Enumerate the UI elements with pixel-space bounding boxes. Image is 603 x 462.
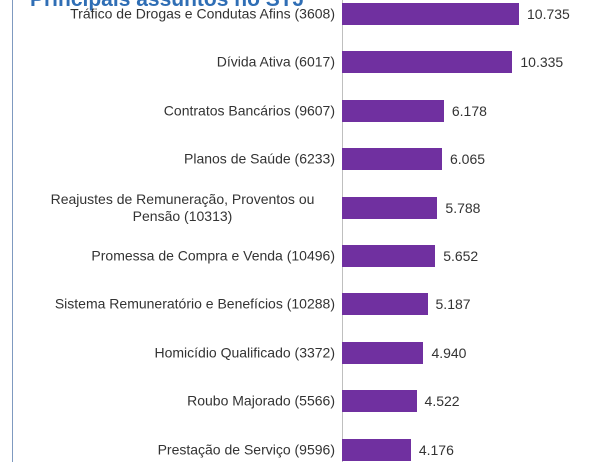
category-label: Promessa de Compra e Venda (10496) bbox=[91, 247, 335, 264]
category-label-row: Homicídio Qualificado (3372) bbox=[15, 344, 335, 361]
value-label: 6.065 bbox=[450, 151, 486, 168]
bar bbox=[342, 3, 519, 25]
value-label: 4.176 bbox=[418, 441, 454, 458]
category-label-row: Sistema Remuneratório e Benefícios (1028… bbox=[15, 296, 335, 313]
bar bbox=[342, 196, 438, 219]
chart-title: Principais assuntos no STJ bbox=[30, 0, 304, 12]
bar bbox=[342, 51, 513, 74]
category-label: Tráfico de Drogas e Condutas Afins (3608… bbox=[70, 5, 335, 22]
category-label-row: Reajustes de Remuneração, Proventos ou P… bbox=[15, 191, 335, 225]
bar bbox=[342, 390, 417, 413]
category-label: Prestação de Serviço (9596) bbox=[157, 441, 335, 458]
value-label: 5.652 bbox=[443, 248, 479, 264]
value-label: 5.187 bbox=[435, 296, 471, 313]
category-label-row: Dívida Ativa (6017) bbox=[15, 54, 335, 71]
bar bbox=[342, 148, 442, 171]
category-label: Roubo Majorado (5566) bbox=[187, 392, 335, 409]
bar bbox=[342, 341, 424, 364]
category-label-row: Contratos Bancários (9607) bbox=[15, 102, 335, 119]
category-label: Contratos Bancários (9607) bbox=[163, 102, 335, 119]
category-label: Sistema Remuneratório e Benefícios (1028… bbox=[54, 295, 335, 312]
category-label: Planos de Saúde (6233) bbox=[184, 150, 335, 167]
category-label-row: Tráfico de Drogas e Condutas Afins (3608… bbox=[15, 6, 335, 23]
value-label: 10.335 bbox=[520, 54, 564, 71]
axis-line bbox=[342, 0, 343, 462]
category-label: Reajustes de Remuneração, Proventos ou P… bbox=[50, 190, 315, 224]
bar bbox=[342, 438, 411, 461]
value-label: 4.522 bbox=[424, 393, 460, 410]
value-label: 6.178 bbox=[451, 102, 487, 119]
category-label: Homicídio Qualificado (3372) bbox=[154, 344, 335, 361]
frame-line bbox=[12, 0, 13, 462]
bar bbox=[342, 245, 436, 267]
category-label-row: Planos de Saúde (6233) bbox=[15, 151, 335, 168]
category-label: Dívida Ativa (6017) bbox=[216, 53, 335, 70]
value-label: 5.788 bbox=[445, 199, 481, 216]
category-label-row: Prestação de Serviço (9596) bbox=[15, 441, 335, 458]
category-label-row: Promessa de Compra e Venda (10496) bbox=[15, 248, 335, 265]
bar bbox=[342, 99, 444, 122]
bar bbox=[342, 293, 428, 316]
value-label: 4.940 bbox=[431, 344, 467, 361]
value-label: 10.735 bbox=[527, 6, 570, 22]
category-label-row: Roubo Majorado (5566) bbox=[15, 393, 335, 410]
